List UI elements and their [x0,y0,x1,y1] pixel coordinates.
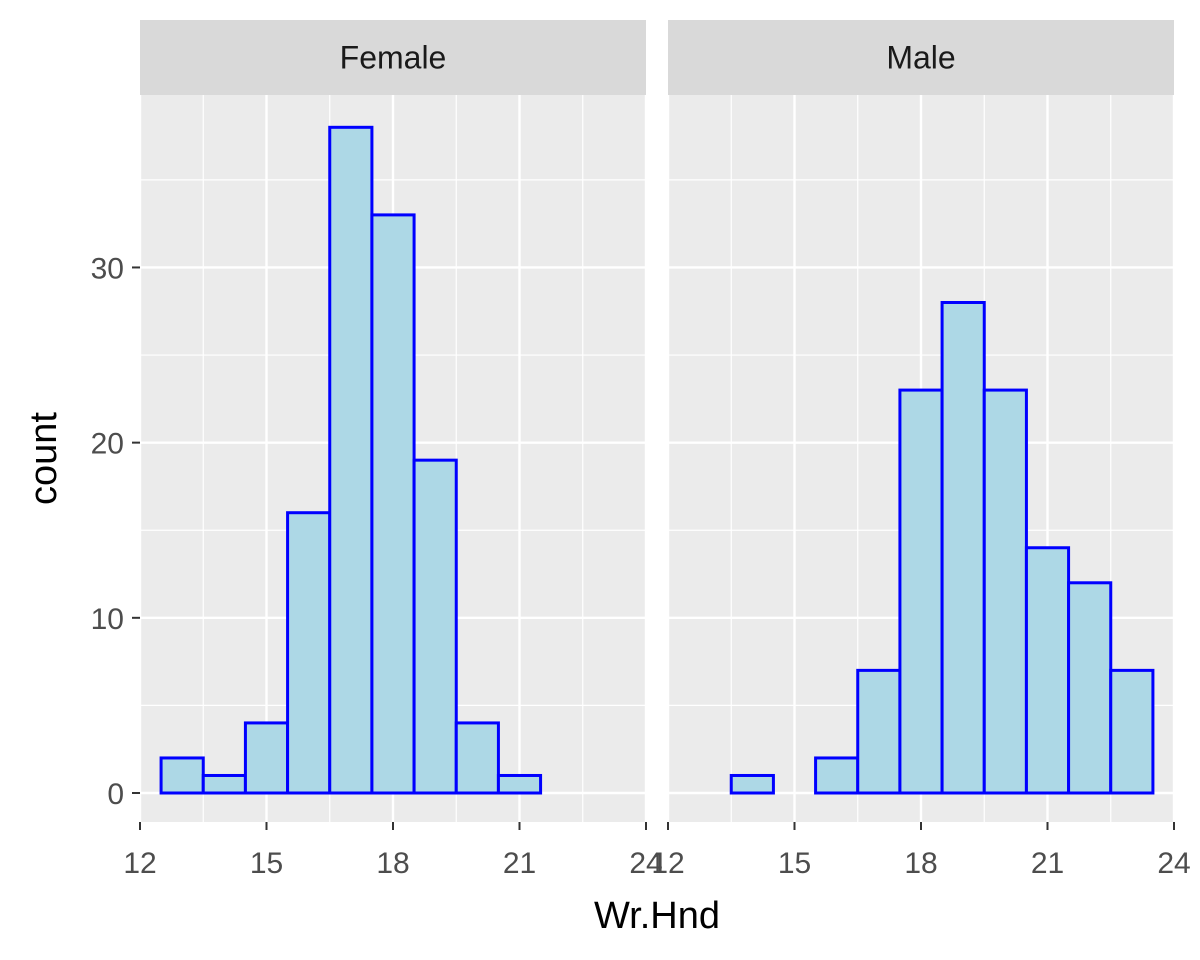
x-tick-label: 15 [778,847,811,880]
histogram-bar-male-19 [940,300,986,795]
facet-strip-male [668,20,1174,95]
histogram-bar-male-17 [856,668,902,795]
histogram-bar-female-19 [412,458,458,795]
histogram-bar-female-17 [328,125,374,795]
histogram-bar-male-14 [729,773,775,795]
x-tick-label: 24 [1157,847,1190,880]
facet-label-male: Male [886,40,955,76]
x-tick-label: 24 [629,847,662,880]
y-tick-label: 10 [91,603,124,636]
x-tick-label: 15 [250,847,283,880]
x-tick-label: 12 [651,847,684,880]
histogram-bar-male-22 [1067,581,1113,795]
histogram-bar-female-16 [286,511,332,795]
x-tick-label: 18 [904,847,937,880]
histogram-bar-female-14 [201,773,247,795]
histogram-bar-male-18 [898,388,944,795]
y-tick-label: 20 [91,428,124,461]
facet-label-female: Female [340,40,447,76]
histogram-bar-male-16 [814,756,860,795]
histogram-bar-male-23 [1109,668,1155,795]
histogram-bar-male-21 [1024,546,1071,795]
histogram-bar-female-15 [243,721,290,795]
histogram-bar-female-21 [496,773,543,795]
y-tick-label: 30 [91,252,124,285]
y-tick-label: 0 [107,778,124,811]
x-tick-label: 18 [376,847,409,880]
x-tick-label: 21 [503,847,536,880]
x-tick-label: 21 [1031,847,1064,880]
y-axis-title: count [23,412,65,505]
histogram-bar-female-18 [370,213,416,795]
histogram-bar-female-13 [159,756,205,795]
x-axis-title: Wr.Hnd [594,895,720,937]
facet-strip-female [140,20,646,95]
histogram-bar-male-20 [982,388,1028,795]
x-tick-label: 12 [123,847,156,880]
histogram-bar-female-20 [454,721,500,795]
